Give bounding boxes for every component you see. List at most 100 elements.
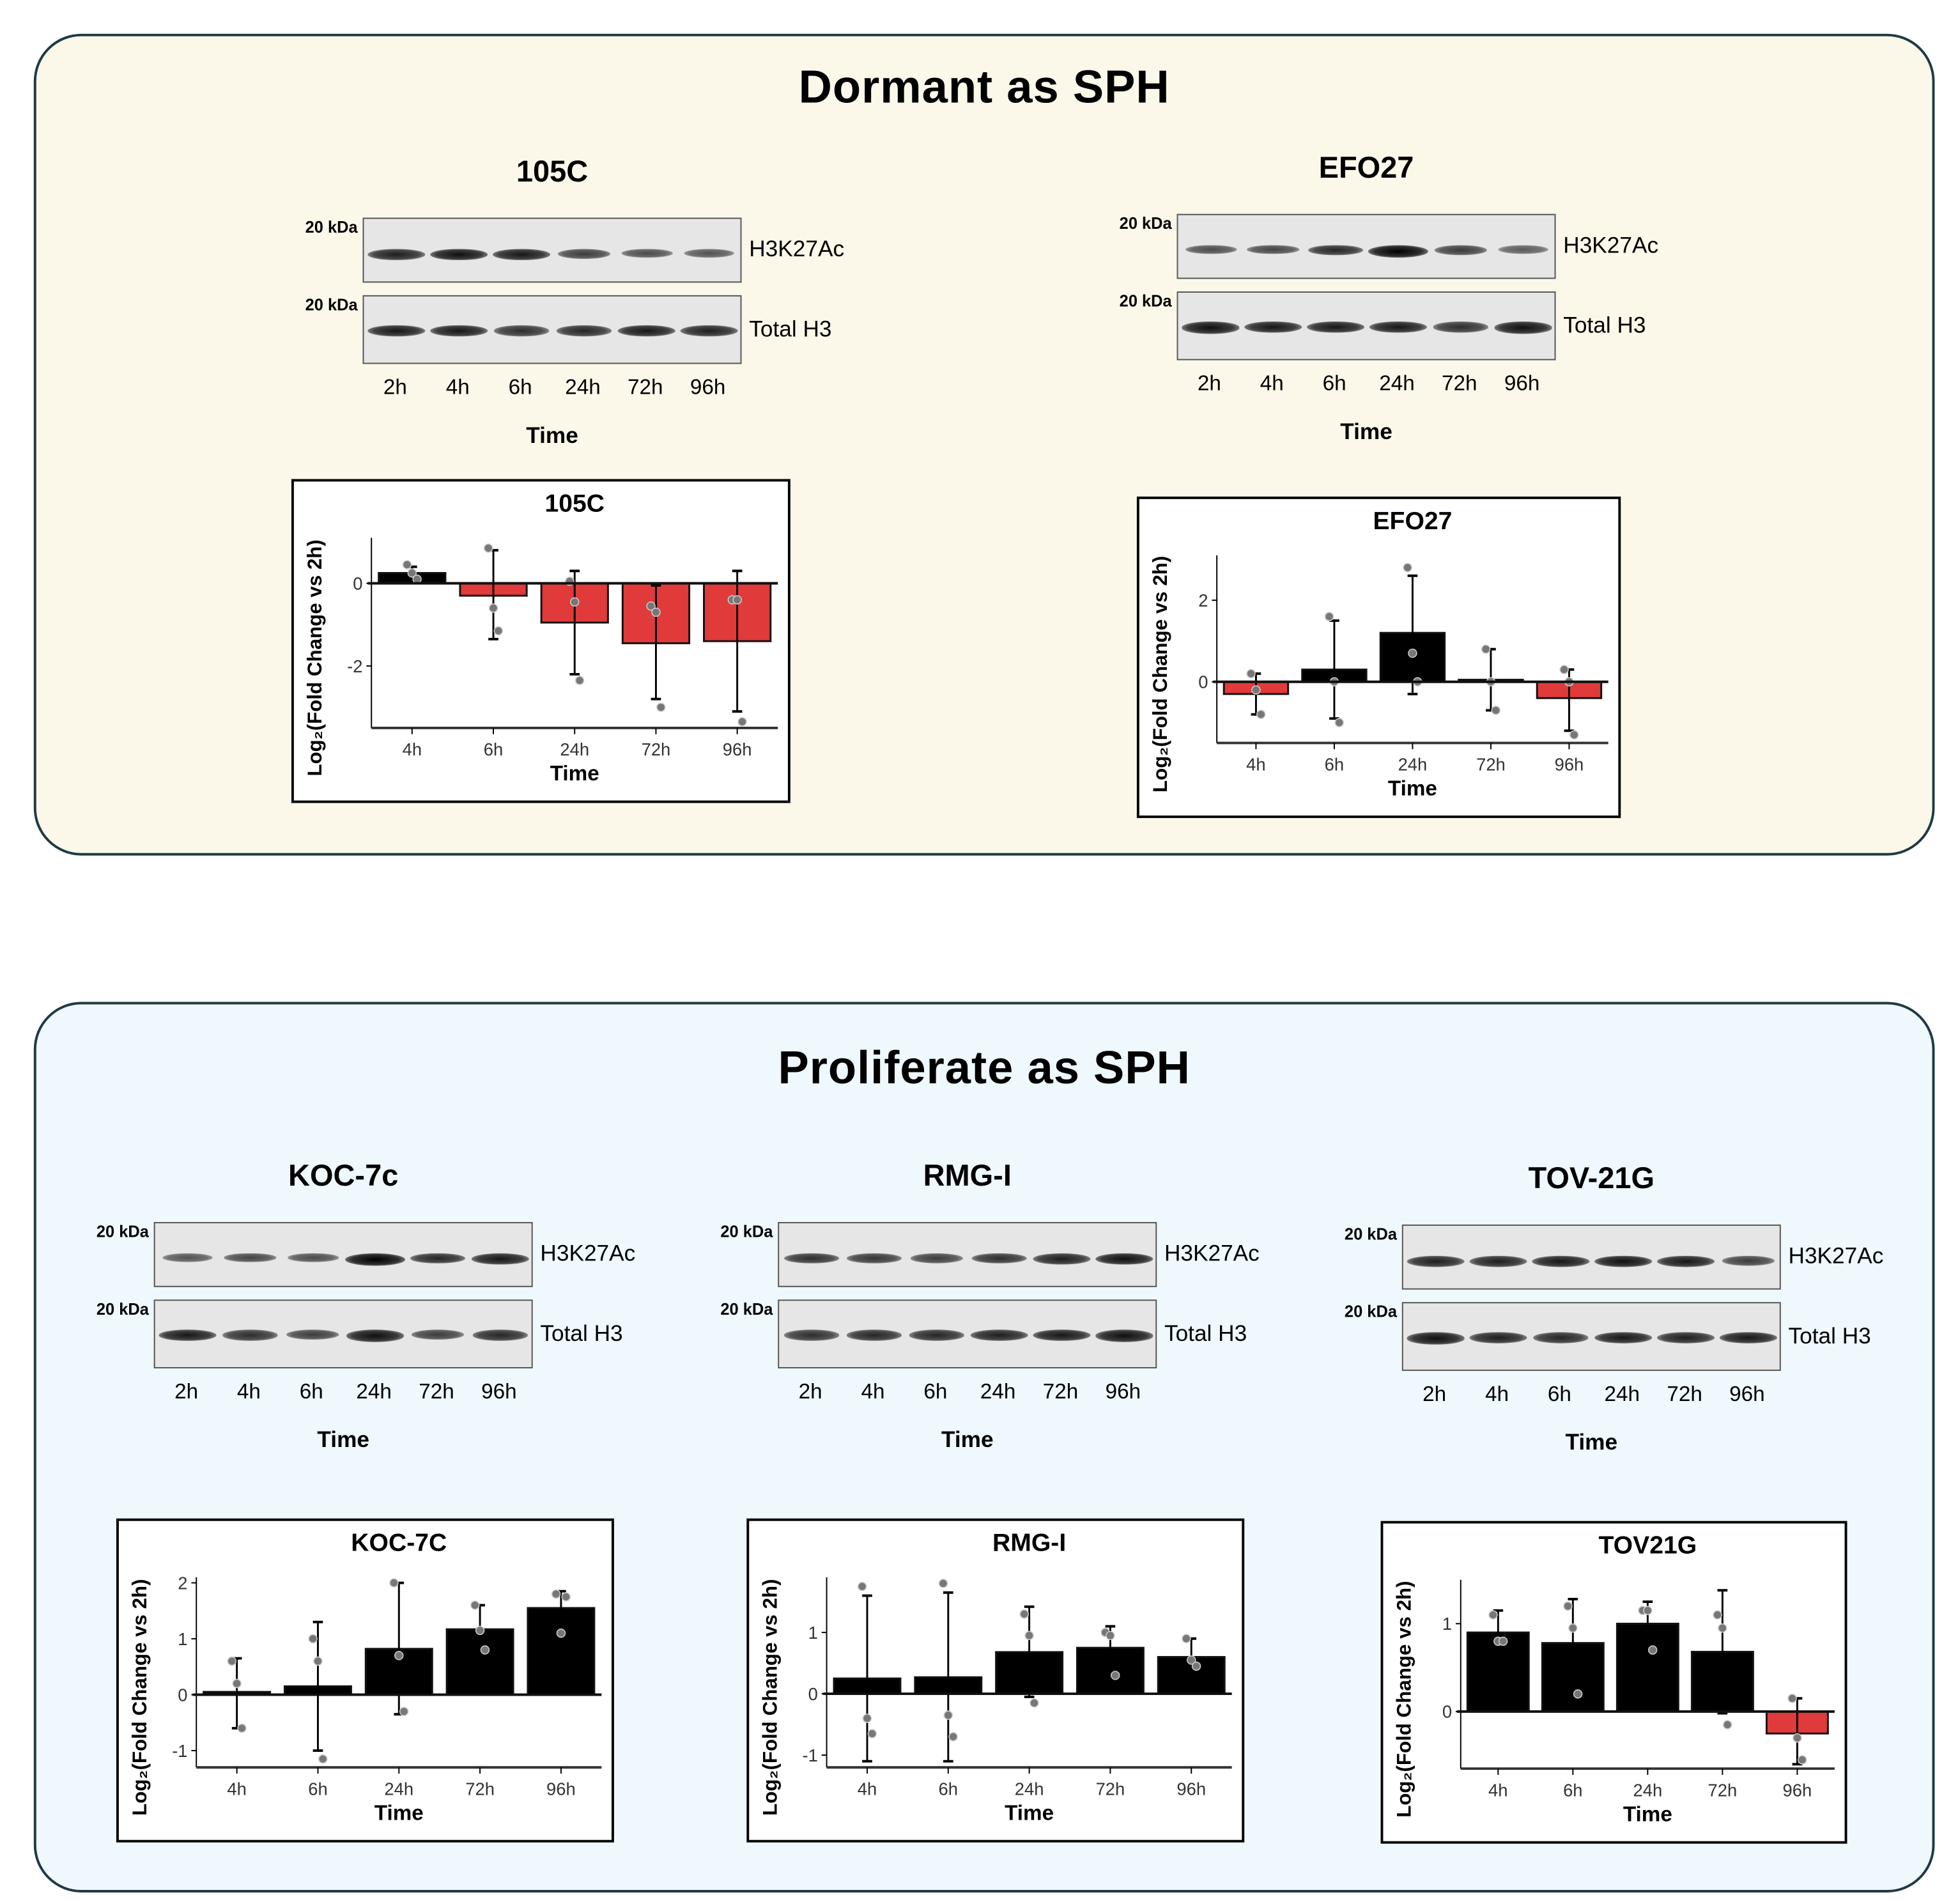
y-tick-label: -1 xyxy=(172,1741,187,1761)
data-point xyxy=(570,597,580,607)
x-axis-label: Time xyxy=(374,1801,424,1825)
band xyxy=(224,1252,277,1263)
blot-row-label: Total H3 xyxy=(540,1320,623,1345)
band xyxy=(1095,1329,1153,1342)
band xyxy=(846,1329,902,1341)
data-point xyxy=(1793,1733,1802,1743)
x-tick-label: 96h xyxy=(1783,1780,1812,1800)
lane-label: 24h xyxy=(565,375,601,399)
data-point xyxy=(561,1592,571,1602)
data-point xyxy=(1797,1755,1807,1765)
data-point xyxy=(1182,1634,1191,1643)
blot-row-label: Total H3 xyxy=(1788,1322,1871,1348)
x-tick-label: 4h xyxy=(403,739,422,759)
lane-label: 24h xyxy=(356,1379,392,1404)
data-point xyxy=(237,1723,247,1733)
western-blot-koc7c: KOC-7c 20 kDa H3K27Ac 20 kDa Total H3 2h 4h 6h 2… xyxy=(66,1159,667,1460)
data-point xyxy=(313,1656,323,1666)
band xyxy=(1532,1332,1589,1343)
x-tick-label: 96h xyxy=(1176,1779,1206,1799)
data-point xyxy=(318,1754,328,1764)
x-tick-label: 4h xyxy=(858,1779,877,1799)
chart-svg: 105C 0 -2 Log₂(Fold Change vs 2h) 4h 6h 24h 72h… xyxy=(304,490,778,786)
x-tick-label: 24h xyxy=(1015,1779,1044,1799)
x-tick-label: 96h xyxy=(723,739,752,759)
band xyxy=(1033,1252,1090,1264)
chart-title: KOC-7C xyxy=(351,1529,447,1557)
lane-label: 4h xyxy=(1485,1382,1509,1406)
blot-row-label: H3K27Ac xyxy=(1164,1241,1260,1266)
data-point xyxy=(651,607,661,617)
chart-svg: KOC-7C -1 0 1 2 Log₂(Fold Change vs 2h) 4h 6h 24… xyxy=(128,1529,602,1825)
lane-label: 4h xyxy=(1260,371,1284,396)
lane-label: 4h xyxy=(236,1379,261,1404)
data-point xyxy=(1647,1645,1658,1655)
chart-title: 105C xyxy=(544,490,605,517)
blot-xlabel: Time xyxy=(317,1427,369,1453)
blot-row-label: H3K27Ac xyxy=(1563,233,1659,258)
kda-marker: 20 kDa xyxy=(305,295,358,314)
band xyxy=(556,325,612,336)
band xyxy=(158,1329,217,1342)
data-point xyxy=(1569,730,1579,739)
data-point xyxy=(575,676,585,685)
band xyxy=(345,1252,406,1265)
bar-chart-tov21g: TOV21G 0 1 Log₂(Fold Change vs 2h) 4h 6h 24h 72… xyxy=(1380,1521,1847,1844)
bar-chart-rmgi: RMG-I -1 0 1 Log₂(Fold Change vs 2h) 4h 6h 24h 7… xyxy=(746,1518,1245,1843)
blot-title: KOC-7c xyxy=(288,1159,399,1193)
data-point xyxy=(862,1714,872,1723)
lane-label: 96h xyxy=(690,375,726,399)
y-tick-label: 0 xyxy=(1198,672,1208,692)
bar-chart-efo27: EFO27 0 2 Log₂(Fold Change vs 2h) 4h 6h 24h 72h… xyxy=(1136,496,1621,818)
blot-strip xyxy=(362,217,742,283)
data-point xyxy=(1713,1610,1722,1620)
band xyxy=(971,1329,1028,1341)
band xyxy=(1368,244,1428,258)
data-point xyxy=(308,1634,318,1644)
band xyxy=(367,325,426,337)
x-tick-label: 96h xyxy=(1555,755,1584,775)
band xyxy=(847,1252,902,1264)
y-axis-label: Log₂(Fold Change vs 2h) xyxy=(759,1579,781,1815)
blot-xlabel: Time xyxy=(1565,1429,1618,1455)
blot-strip xyxy=(1401,1302,1781,1371)
chart-svg: EFO27 0 2 Log₂(Fold Change vs 2h) 4h 6h 24h 72h… xyxy=(1149,507,1608,801)
data-point xyxy=(1718,1623,1727,1633)
blot-strip xyxy=(153,1221,533,1287)
band xyxy=(162,1252,213,1262)
panel-title: Proliferate as SPH xyxy=(778,1042,1191,1094)
band xyxy=(411,1329,465,1340)
western-blot-tov21g: TOV-21G 20 kDa H3K27Ac 20 kDa Total H3 2h 4h 6h… xyxy=(1315,1162,1915,1462)
data-point xyxy=(480,1645,490,1655)
lane-label: 6h xyxy=(508,375,532,399)
data-point xyxy=(1491,706,1501,715)
band xyxy=(1719,1332,1777,1344)
band xyxy=(971,1252,1027,1264)
data-point xyxy=(1563,1601,1573,1611)
data-point xyxy=(1029,1698,1039,1708)
band xyxy=(1244,321,1302,334)
band xyxy=(910,1252,964,1263)
band xyxy=(472,1329,528,1341)
data-point xyxy=(1573,1689,1583,1699)
lane-label: 6h xyxy=(923,1379,948,1404)
band xyxy=(429,248,488,261)
lane-label: 6h xyxy=(299,1379,323,1404)
band xyxy=(1181,321,1240,334)
kda-marker: 20 kDa xyxy=(720,1221,773,1241)
chart-title: TOV21G xyxy=(1599,1532,1697,1560)
y-tick-label: 0 xyxy=(808,1684,818,1704)
lane-label: 72h xyxy=(1042,1379,1079,1404)
band xyxy=(1498,244,1548,254)
band xyxy=(222,1329,278,1340)
bar-chart-koc7c: KOC-7C -1 0 1 2 Log₂(Fold Change vs 2h) 4h 6h 24… xyxy=(116,1518,614,1843)
x-tick-label: 6h xyxy=(1325,755,1344,775)
data-point xyxy=(402,560,412,569)
data-point xyxy=(1251,685,1261,695)
x-tick-label: 4h xyxy=(1488,1780,1508,1800)
lane-label: 24h xyxy=(1604,1382,1640,1406)
lane-label: 6h xyxy=(1547,1382,1571,1406)
data-point xyxy=(488,603,498,613)
band xyxy=(1532,1255,1590,1267)
